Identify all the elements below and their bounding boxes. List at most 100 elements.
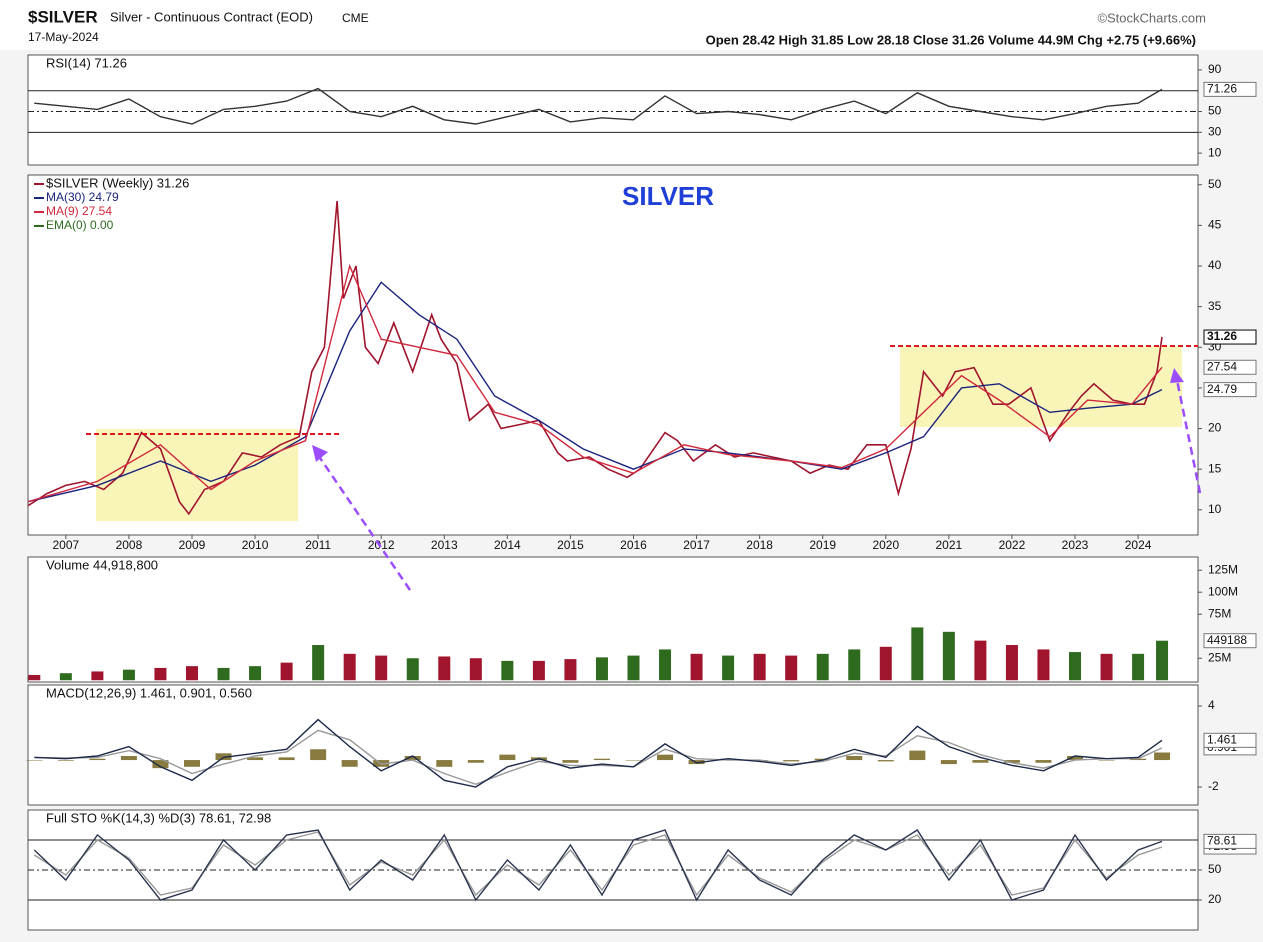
histogram-bar bbox=[467, 760, 484, 763]
volume-bar bbox=[122, 669, 135, 681]
header-bar bbox=[0, 0, 1263, 50]
date: 17-May-2024 bbox=[28, 30, 99, 44]
histogram-bar bbox=[436, 760, 453, 767]
series-line bbox=[33, 829, 1163, 902]
volume-bar bbox=[1005, 645, 1018, 681]
series-line bbox=[34, 729, 1163, 786]
exchange: CME bbox=[342, 11, 369, 25]
histogram-bar bbox=[499, 754, 516, 761]
volume-bar bbox=[1037, 649, 1050, 681]
volume-bar bbox=[1100, 653, 1113, 681]
x-tick-label: 2019 bbox=[809, 538, 836, 552]
volume-bar bbox=[879, 646, 892, 681]
value-tag-box bbox=[1203, 329, 1257, 345]
series-line bbox=[27, 263, 1163, 503]
y-tick-label: 100M bbox=[1208, 584, 1238, 598]
y-tick-label: 15 bbox=[1208, 461, 1222, 475]
panel-title: MACD(12,26,9) 1.461, 0.901, 0.560 bbox=[46, 685, 252, 700]
y-tick-label: 125M bbox=[1208, 562, 1238, 576]
panel-title: $SILVER (Weekly) 31.26 bbox=[46, 175, 189, 190]
histogram-bar bbox=[783, 760, 800, 762]
volume-bar bbox=[280, 662, 293, 681]
histogram-bar bbox=[152, 760, 169, 769]
value-tag: 78.61 bbox=[1207, 834, 1237, 848]
histogram-bar bbox=[972, 760, 989, 763]
volume-bar bbox=[753, 653, 766, 681]
volume-bar bbox=[974, 640, 987, 681]
y-tick-label: 50 bbox=[1208, 862, 1222, 876]
volume-bar bbox=[722, 655, 735, 681]
macd-panel bbox=[27, 684, 1199, 806]
value-tag-box bbox=[1203, 359, 1257, 375]
value-tag-box bbox=[1203, 81, 1257, 97]
x-tick-label: 2018 bbox=[746, 538, 773, 552]
volume-bar bbox=[595, 657, 608, 681]
arrow-shaft bbox=[1175, 379, 1202, 494]
x-tick-label: 2007 bbox=[52, 538, 79, 552]
volume-bar bbox=[532, 660, 545, 681]
volume-bar bbox=[848, 649, 861, 681]
volume-bar bbox=[438, 656, 451, 681]
volume-bar bbox=[249, 666, 262, 681]
panel-title: Full STO %K(14,3) %D(3) 78.61, 72.98 bbox=[46, 810, 271, 825]
quote: Open 28.42 High 31.85 Low 28.18 Close 31… bbox=[706, 32, 1196, 47]
x-tick-label: 2016 bbox=[620, 538, 647, 552]
x-tick-label: 2017 bbox=[683, 538, 710, 552]
y-tick-label: -2 bbox=[1208, 779, 1219, 793]
y-tick-label: 4 bbox=[1208, 698, 1215, 712]
arrow-head bbox=[1170, 368, 1184, 383]
histogram-bar bbox=[247, 757, 264, 761]
value-tag: 27.54 bbox=[1207, 359, 1237, 373]
series-line bbox=[33, 831, 1163, 897]
histogram-bar bbox=[89, 758, 106, 761]
histogram-bar bbox=[1003, 760, 1020, 763]
volume-bar bbox=[343, 653, 356, 681]
histogram-bar bbox=[1154, 752, 1171, 761]
y-tick-label: 50 bbox=[1208, 104, 1222, 118]
histogram-bar bbox=[1035, 760, 1052, 763]
instrument-name: Silver - Continuous Contract (EOD) bbox=[110, 9, 313, 24]
volume-bar bbox=[91, 671, 104, 681]
y-tick-label: 35 bbox=[1208, 299, 1222, 313]
series-line bbox=[27, 281, 1163, 503]
volume-bar bbox=[154, 667, 167, 681]
x-tick-label: 2014 bbox=[494, 538, 521, 552]
histogram-bar bbox=[593, 758, 610, 761]
value-tag: 71.26 bbox=[1207, 82, 1237, 96]
volume-bar bbox=[312, 645, 325, 681]
y-tick-label: 10 bbox=[1208, 145, 1222, 159]
panel-title: RSI(14) 71.26 bbox=[46, 55, 127, 70]
y-tick-label: 25M bbox=[1208, 650, 1231, 664]
panel-title: Volume 44,918,800 bbox=[46, 557, 158, 572]
legend-entry: MA(9) 27.54 bbox=[46, 204, 112, 218]
arrow-head bbox=[312, 445, 328, 462]
histogram-bar bbox=[183, 760, 200, 767]
source: ©StockCharts.com bbox=[1097, 10, 1206, 25]
volume-panel bbox=[27, 556, 1199, 683]
histogram-bar bbox=[657, 754, 674, 761]
histogram-bar bbox=[877, 760, 894, 762]
volume-bar bbox=[217, 667, 230, 681]
histogram-bar bbox=[1098, 760, 1115, 761]
histogram-bar bbox=[120, 756, 137, 761]
rsi-panel bbox=[27, 54, 1199, 166]
y-tick-label: 30 bbox=[1208, 124, 1222, 138]
value-tag: 31.26 bbox=[1207, 329, 1237, 343]
histogram-bar bbox=[940, 760, 957, 765]
annotation: SILVER bbox=[622, 181, 714, 211]
value-tag: 1.461 bbox=[1207, 733, 1237, 747]
volume-bar bbox=[185, 666, 198, 681]
volume-bar bbox=[816, 653, 829, 681]
x-tick-label: 2023 bbox=[1062, 538, 1089, 552]
histogram-bar bbox=[1067, 756, 1084, 761]
legend-entry: MA(30) 24.79 bbox=[46, 190, 119, 204]
histogram-bar bbox=[625, 760, 642, 761]
volume-bar bbox=[406, 658, 419, 681]
y-tick-label: 90 bbox=[1208, 62, 1222, 76]
volume-bar bbox=[1132, 653, 1145, 681]
x-tick-label: 2013 bbox=[431, 538, 458, 552]
histogram-bar bbox=[341, 760, 358, 767]
x-tick-label: 2022 bbox=[999, 538, 1026, 552]
value-tag-box bbox=[1203, 382, 1257, 398]
